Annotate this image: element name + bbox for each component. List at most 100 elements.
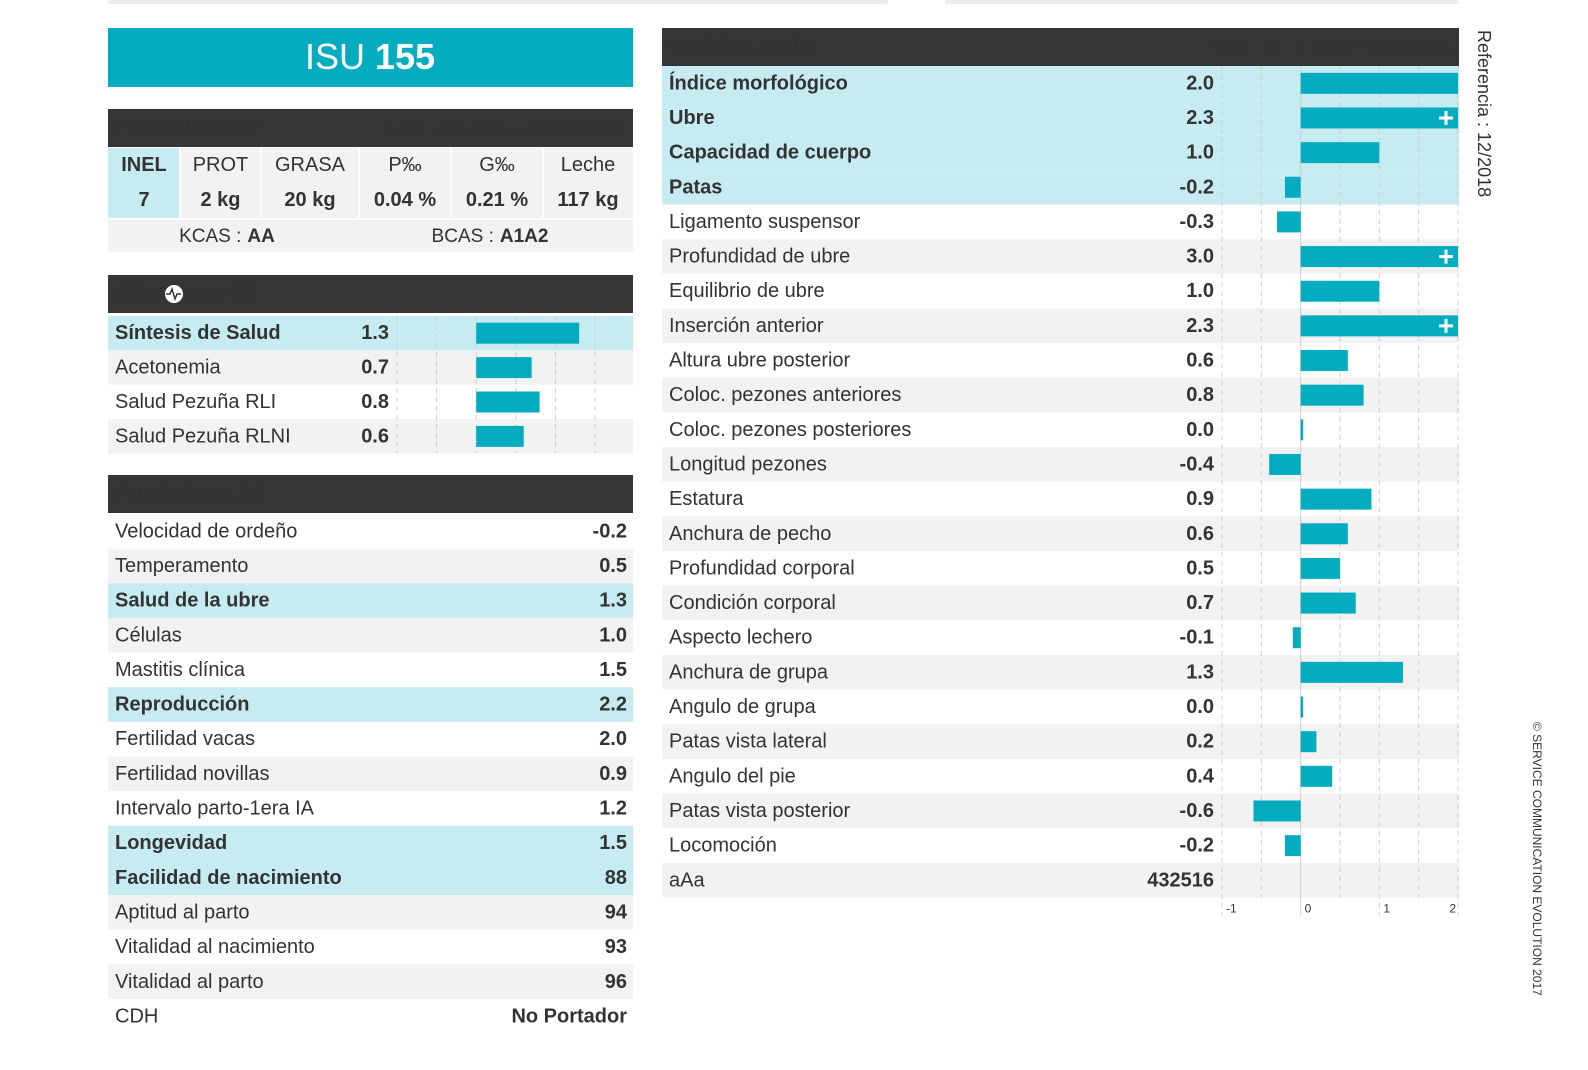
row-value: 0.8 [1186,384,1214,406]
row-value: 2.0 [599,728,627,750]
bar [1300,315,1458,337]
bar [1300,280,1380,302]
row-label: Acetonemia [115,357,221,379]
row-label: Ubre [669,107,715,129]
production-column-header: P‰ [388,154,421,176]
production-value: 0.21 % [466,189,528,211]
section-header [108,275,633,313]
row-value: 2.3 [1186,107,1214,129]
row-label: Ligamento suspensor [669,211,861,233]
row-bg [108,652,633,688]
bar [1300,523,1348,545]
production-value: 7 [138,189,149,211]
row-value: 0.0 [1186,696,1214,718]
bar [1269,453,1301,475]
title-banner [108,28,633,87]
title-name: ISU [305,36,365,77]
section-title: FUNCIONALES [115,483,267,506]
section-header [108,109,633,147]
row-label: Fertilidad novillas [115,763,270,785]
row-bg [108,350,633,385]
bar [1300,765,1333,787]
production-value: 20 kg [284,189,335,211]
row-label: Patas vista posterior [669,800,851,822]
row-bg [108,514,633,549]
row-value: 1.5 [599,832,627,854]
row-value: 94 [605,901,628,923]
row-bg [662,412,1459,448]
row-label: Salud de la ubre [115,590,269,612]
row-label: Fertilidad vacas [115,728,255,750]
bar [476,425,524,447]
row-label: Coloc. pezones anteriores [669,384,901,406]
section-confidence: Conf. 74 / 0 Hijas / 0 Rebaños [1212,38,1452,58]
row-label: Equilibrio de ubre [669,280,825,302]
row-value: 1.2 [599,798,627,820]
row-label: Reproducción [115,694,249,716]
row-value: 0.7 [361,357,389,379]
row-bg [108,895,633,930]
row-label: Aptitud al parto [115,901,250,923]
row-label: Anchura de grupa [669,661,829,683]
row-label: Salud Pezuña RLNI [115,425,291,447]
row-bg [662,724,1459,759]
row-label: Facilidad de nacimiento [115,867,342,889]
row-label: Anchura de pecho [669,523,831,545]
row-bg [108,583,633,618]
section-header [108,475,633,513]
row-bg [108,860,633,896]
row-bg [108,721,633,757]
production-column-header: INEL [121,154,167,176]
row-label: Profundidad de ubre [669,246,850,268]
overflow-plus [1439,318,1453,333]
row-bg [662,169,1459,205]
row-bg [662,793,1459,829]
bar [1253,800,1301,822]
production-value: 117 kg [557,189,618,211]
row-value: 1.0 [1186,280,1214,302]
row-label: Longevidad [115,832,227,854]
row-value: 0.9 [599,763,627,785]
row-value: 0.0 [1186,419,1214,441]
row-label: Síntesis de Salud [115,322,281,344]
bar [1300,246,1458,268]
bar [1300,696,1304,718]
row-value: -0.1 [1180,627,1214,649]
genotype-label: BCAS : [432,226,494,247]
row-value: 2.2 [599,694,627,716]
row-value: 0.6 [361,425,389,447]
overflow-plus [1439,110,1453,125]
row-bg [108,419,633,454]
row-bg [108,999,633,1034]
previous-card-edge [108,0,888,4]
row-bg [108,548,633,584]
row-value: 1.0 [599,624,627,646]
row-value: 3.0 [1186,246,1214,268]
row-value: 0.6 [1186,523,1214,545]
section-title: MORFOLOGÍA [669,36,814,59]
row-bg [662,862,1459,898]
row-label: Velocidad de ordeño [115,520,297,542]
row-bg [108,964,633,1000]
row-value: 432516 [1147,869,1214,891]
bar [1300,592,1356,614]
genotype-value: AA [247,226,275,247]
row-label: Inserción anterior [669,315,824,337]
row-bg [108,929,633,965]
genotype-label: KCAS : [179,226,241,247]
row-bg [108,384,633,420]
bar [476,357,532,379]
row-label: Temperamento [115,555,248,577]
bar [1300,107,1458,129]
section-header [662,28,1459,66]
bar [1284,176,1301,198]
row-value: -0.2 [1180,835,1214,857]
row-value: 0.5 [1186,557,1214,579]
x-tick-label: 2 [1449,902,1456,916]
row-label: Angulo del pie [669,765,796,787]
bar [1300,488,1372,510]
row-label: Salud Pezuña RLI [115,391,276,413]
row-value: 1.5 [599,659,627,681]
genosante-logo-right: SANTÉ [186,282,254,305]
